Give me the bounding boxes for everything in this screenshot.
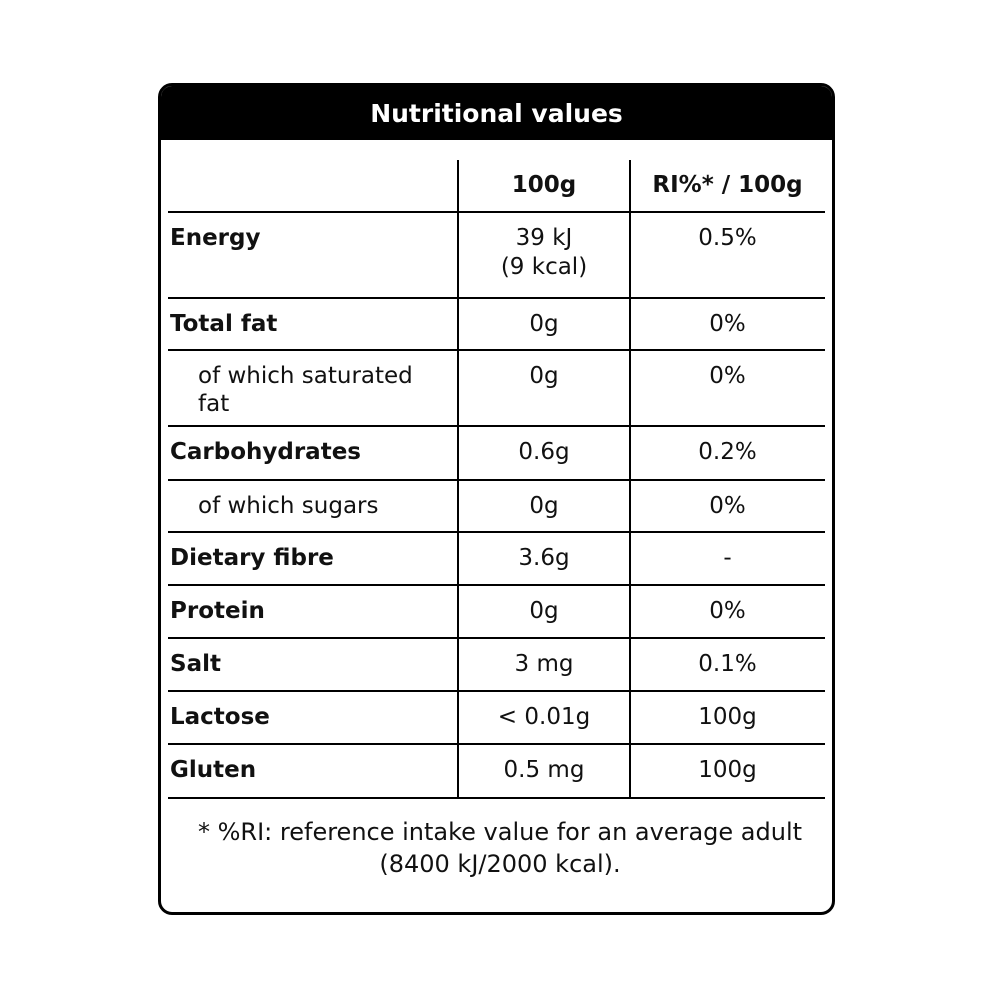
row-divider — [168, 743, 825, 745]
row-label: of which sugars — [198, 493, 379, 519]
column-header: 100g — [511, 172, 577, 198]
per-100g-value: 39 kJ (9 kcal) — [500, 225, 588, 280]
row-label: Gluten — [170, 757, 257, 783]
ri-value: 0.1% — [698, 651, 757, 677]
row-divider — [168, 349, 825, 351]
per-100g-value: < 0.01g — [497, 704, 591, 730]
row-divider — [168, 211, 825, 213]
row-label: Total fat — [170, 311, 278, 337]
ri-value: 0% — [709, 363, 746, 389]
per-100g-value: 3 mg — [514, 651, 574, 677]
footnote: * %RI: reference intake value for an ave… — [197, 818, 803, 878]
row-label: Carbohydrates — [170, 439, 361, 465]
row-divider — [168, 297, 825, 299]
per-100g-value: 0g — [529, 598, 559, 624]
per-100g-value: 0.5 mg — [503, 757, 585, 783]
ri-value: - — [723, 545, 732, 571]
per-100g-value: 0g — [529, 311, 559, 337]
row-divider — [168, 690, 825, 692]
column-divider — [629, 160, 631, 798]
ri-value: 0% — [709, 598, 746, 624]
column-header: RI%* / 100g — [652, 172, 803, 198]
row-label: Lactose — [170, 704, 270, 730]
row-label: Salt — [170, 651, 221, 677]
per-100g-value: 0.6g — [518, 439, 570, 465]
per-100g-value: 3.6g — [518, 545, 570, 571]
row-divider — [168, 797, 825, 799]
ri-value: 100g — [698, 704, 757, 730]
row-divider — [168, 531, 825, 533]
row-divider — [168, 584, 825, 586]
ri-value: 100g — [698, 757, 757, 783]
row-label: Energy — [170, 225, 261, 251]
ri-value: 0.5% — [698, 225, 757, 251]
per-100g-value: 0g — [529, 363, 559, 389]
per-100g-value: 0g — [529, 493, 559, 519]
ri-value: 0% — [709, 493, 746, 519]
row-divider — [168, 637, 825, 639]
nutrition-panel: Nutritional values — [158, 83, 835, 915]
row-divider — [168, 425, 825, 427]
row-label: of which saturated fat — [198, 363, 413, 417]
row-label: Protein — [170, 598, 265, 624]
ri-value: 0% — [709, 311, 746, 337]
column-divider — [457, 160, 459, 798]
ri-value: 0.2% — [698, 439, 757, 465]
row-divider — [168, 479, 825, 481]
panel-title: Nutritional values — [161, 86, 832, 140]
row-label: Dietary fibre — [170, 545, 334, 571]
